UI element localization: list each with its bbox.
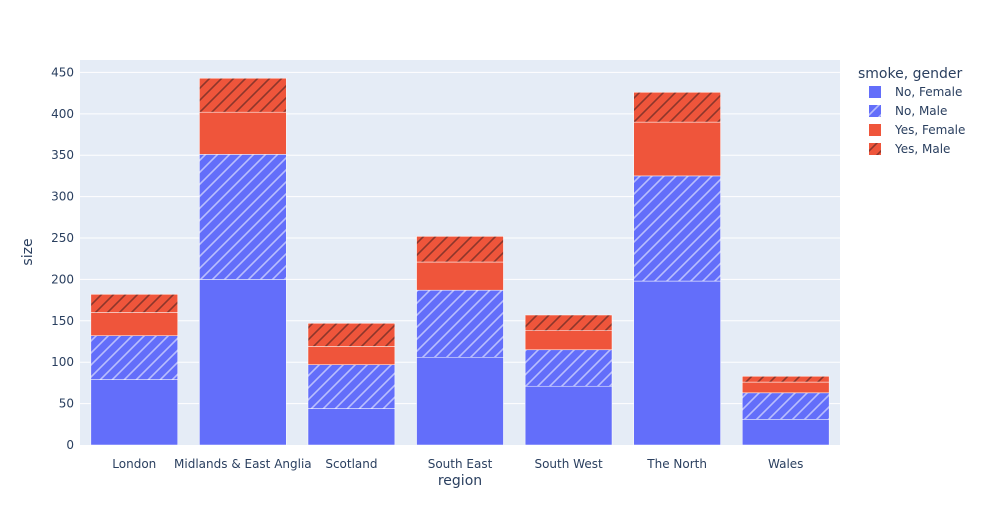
bar-segment <box>742 376 830 383</box>
bar-segment <box>633 280 721 446</box>
legend-title: smoke, gender <box>858 66 962 82</box>
bar-segment <box>524 314 613 331</box>
y-tick-label: 200 <box>51 272 74 286</box>
bars <box>90 77 830 446</box>
legend-item[interactable]: No, Female <box>869 85 962 99</box>
bar-segment <box>199 77 287 113</box>
bar-segment <box>307 346 396 365</box>
bar-segment <box>416 356 504 446</box>
bar-segment <box>524 349 613 387</box>
x-tick-label: London <box>112 457 156 471</box>
bar-segment <box>742 381 830 394</box>
bar-segment <box>633 121 721 177</box>
legend-label: Yes, Female <box>894 123 965 137</box>
bar-segment <box>633 92 721 123</box>
bar-segment <box>90 312 178 336</box>
y-tick-label: 300 <box>51 190 74 204</box>
y-tick-label: 50 <box>59 397 74 411</box>
bar-segment <box>633 175 721 282</box>
legend-label: No, Female <box>895 85 962 99</box>
y-tick-label: 0 <box>66 438 74 452</box>
x-axis-ticks: London Midlands & East Anglia Scotland Sout… <box>112 457 803 471</box>
legend-label: Yes, Male <box>894 142 950 156</box>
bar-segment <box>524 385 613 446</box>
legend-swatch <box>869 124 881 136</box>
legend-item[interactable]: Yes, Male <box>869 142 950 156</box>
bar-segment <box>199 111 287 155</box>
legend-item[interactable]: No, Male <box>869 104 947 118</box>
bar-segment <box>524 330 613 351</box>
bar-segment <box>90 335 178 380</box>
y-axis-ticks: 0 50 100 150 200 250 300 350 400 450 <box>51 65 74 452</box>
y-tick-label: 450 <box>51 65 74 79</box>
x-tick-label: The North <box>646 457 707 471</box>
x-tick-label: Wales <box>768 457 803 471</box>
legend-label: No, Male <box>895 104 947 118</box>
y-axis-title: size <box>20 238 36 265</box>
legend-swatch <box>869 105 881 117</box>
bar-segment <box>90 379 178 446</box>
bar-segment <box>416 289 504 358</box>
y-tick-label: 250 <box>51 231 74 245</box>
y-tick-label: 100 <box>51 355 74 369</box>
x-axis-title: region <box>438 473 482 489</box>
y-tick-label: 350 <box>51 148 74 162</box>
bar-segment <box>307 364 396 409</box>
x-tick-label: South East <box>428 457 493 471</box>
y-tick-label: 150 <box>51 314 74 328</box>
bar-segment <box>199 154 287 280</box>
bar-segment <box>90 294 178 313</box>
bar-segment <box>199 279 287 446</box>
x-tick-label: Scotland <box>325 457 377 471</box>
bar-segment <box>742 392 830 420</box>
y-tick-label: 400 <box>51 107 74 121</box>
bar-segment <box>307 323 396 347</box>
legend-swatch <box>869 143 881 155</box>
bar-segment <box>742 419 830 446</box>
x-tick-label: Midlands & East Anglia <box>174 457 312 471</box>
legend-item[interactable]: Yes, Female <box>869 123 965 137</box>
bar-segment <box>416 261 504 291</box>
legend-swatch <box>869 86 881 98</box>
x-tick-label: South West <box>534 457 602 471</box>
legend: smoke, gender No, Female No, Male Yes, Fem… <box>858 66 965 156</box>
bar-segment <box>307 408 396 446</box>
bar-segment <box>416 236 504 263</box>
